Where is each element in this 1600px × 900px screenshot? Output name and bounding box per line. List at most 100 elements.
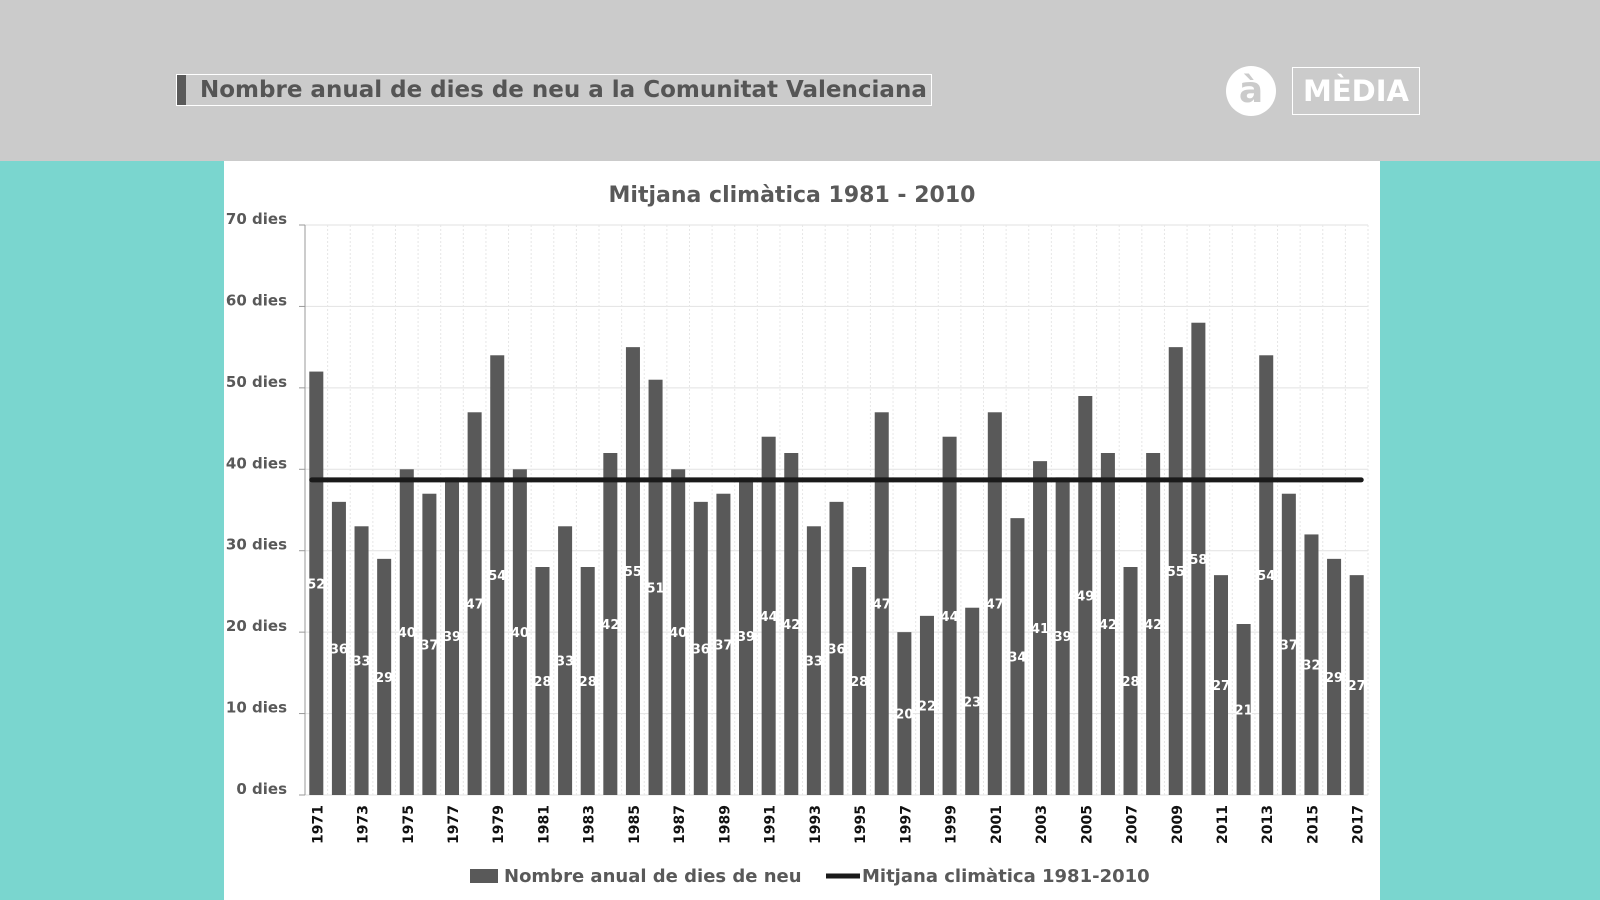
x-tick-label: 1999 (944, 805, 960, 844)
data-label-2003: 41 (1031, 622, 1049, 637)
x-tick-label: 1979 (491, 805, 507, 844)
bar-2004 (1055, 477, 1070, 795)
bar-1976 (422, 493, 437, 795)
data-label-2013: 54 (1257, 569, 1275, 584)
data-label-1987: 40 (669, 626, 687, 641)
x-tick-label: 2003 (1034, 805, 1050, 844)
y-tick-label: 70 dies (226, 210, 287, 228)
bar-1979 (490, 355, 505, 795)
data-label-1978: 47 (466, 598, 484, 613)
bar-1994 (829, 501, 844, 795)
bar-1987 (671, 469, 686, 795)
y-tick-label: 40 dies (226, 454, 287, 472)
y-tick-label: 50 dies (226, 373, 287, 391)
data-label-1989: 37 (714, 638, 732, 653)
x-tick-label: 1973 (356, 805, 372, 844)
data-label-2002: 34 (1008, 651, 1026, 666)
bar-1995 (852, 567, 867, 795)
data-label-2006: 42 (1099, 618, 1117, 633)
bar-1998 (919, 615, 934, 795)
data-label-1993: 33 (805, 655, 823, 670)
x-tick-label: 1971 (310, 805, 326, 844)
data-label-1980: 40 (511, 626, 529, 641)
page-title: Nombre anual de dies de neu a la Comunit… (200, 77, 927, 103)
bar-1975 (399, 469, 414, 795)
a-media-logo: à MÈDIA (1226, 66, 1420, 116)
data-label-1996: 47 (873, 598, 891, 613)
y-tick-label: 10 dies (226, 699, 287, 717)
bar-2001 (987, 412, 1002, 795)
y-tick-label: 20 dies (226, 617, 287, 635)
x-tick-label: 2009 (1170, 805, 1186, 844)
bar-1992 (784, 453, 799, 795)
x-tick-label: 1993 (808, 805, 824, 844)
bar-1996 (874, 412, 889, 795)
data-label-2015: 32 (1302, 659, 1320, 674)
bar-2007 (1123, 567, 1138, 795)
header-band: Nombre anual de dies de neu a la Comunit… (0, 0, 1600, 161)
data-label-1991: 44 (760, 610, 778, 625)
data-label-2016: 29 (1325, 671, 1343, 686)
bar-1991 (761, 436, 776, 795)
bar-1973 (354, 526, 369, 795)
bar-1977 (444, 477, 460, 795)
bar-2012 (1236, 624, 1251, 795)
legend-bar-swatch (470, 869, 498, 883)
y-tick-label: 30 dies (226, 536, 287, 554)
bar-1997 (897, 632, 912, 795)
x-tick-label: 1989 (717, 805, 733, 844)
data-label-2000: 23 (963, 695, 981, 710)
bar-2013 (1259, 355, 1274, 795)
data-label-2004: 39 (1054, 630, 1072, 645)
bar-1982 (558, 526, 573, 795)
bar-1978 (467, 412, 482, 795)
bar-2009 (1168, 347, 1183, 795)
data-label-2009: 55 (1167, 565, 1185, 580)
x-tick-label: 2011 (1215, 805, 1231, 844)
bar-1980 (512, 469, 527, 795)
data-label-1995: 28 (850, 675, 868, 690)
x-tick-label: 1995 (853, 805, 869, 844)
data-label-2005: 49 (1076, 590, 1094, 605)
data-label-1985: 55 (624, 565, 642, 580)
data-label-2001: 47 (986, 598, 1004, 613)
logo-wordmark: MÈDIA (1292, 67, 1420, 115)
data-label-2017: 27 (1348, 679, 1366, 694)
bar-2011 (1213, 575, 1229, 795)
x-tick-label: 2001 (989, 805, 1005, 844)
data-label-1977: 39 (443, 630, 461, 645)
logo-circle-icon: à (1226, 66, 1276, 116)
y-tick-label: 60 dies (226, 291, 287, 309)
bar-2006 (1100, 453, 1115, 795)
bar-2010 (1191, 322, 1206, 795)
bar-1981 (535, 567, 550, 795)
bar-1993 (806, 526, 821, 795)
data-label-2010: 58 (1189, 553, 1207, 568)
x-tick-label: 1981 (536, 805, 552, 844)
bar-1974 (377, 558, 392, 795)
legend-line-label: Mitjana climàtica 1981-2010 (862, 866, 1150, 887)
bar-1972 (331, 501, 346, 795)
bar-2008 (1146, 453, 1161, 795)
title-accent-bar (177, 75, 186, 105)
data-label-1973: 33 (352, 655, 370, 670)
data-label-1979: 54 (488, 569, 506, 584)
data-label-2008: 42 (1144, 618, 1162, 633)
bar-1989 (716, 493, 731, 795)
bar-1988 (693, 501, 708, 795)
data-label-1982: 33 (556, 655, 574, 670)
bar-1986 (648, 379, 663, 795)
x-tick-label: 2005 (1079, 805, 1095, 844)
x-tick-label: 2007 (1125, 805, 1141, 844)
data-label-1997: 20 (895, 708, 913, 723)
data-label-2012: 21 (1235, 704, 1253, 719)
x-tick-label: 1987 (672, 805, 688, 844)
data-label-2011: 27 (1212, 679, 1230, 694)
x-tick-label: 1997 (898, 805, 914, 844)
x-tick-label: 1985 (627, 805, 643, 844)
x-tick-label: 2013 (1260, 805, 1276, 844)
data-label-1976: 37 (420, 638, 438, 653)
bar-1984 (603, 453, 618, 795)
x-tick-label: 1977 (446, 805, 462, 844)
